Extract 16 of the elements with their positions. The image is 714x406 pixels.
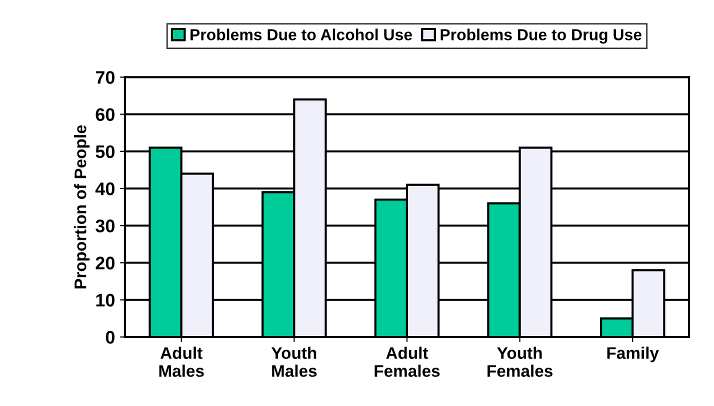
x-tick-label: Youth Males <box>271 346 317 377</box>
y-tick-label: 70 <box>96 71 114 84</box>
y-tick-label: 50 <box>96 145 114 158</box>
y-tick-label: 60 <box>96 108 114 121</box>
y-tick-label: 10 <box>96 294 114 307</box>
y-tick-label: 30 <box>96 220 114 232</box>
x-tick-label: Adult Males <box>159 346 204 377</box>
legend-label: Problems Due to Alcohol Use <box>190 28 412 40</box>
y-tick-label: 0 <box>106 330 114 344</box>
x-tick-label: Adult Females <box>374 346 440 377</box>
x-tick-label: Youth Females <box>488 346 552 377</box>
legend-label: Problems Due to Drug Use <box>440 28 642 44</box>
x-tick-label: Family <box>607 346 659 362</box>
y-tick-label: 40 <box>95 182 114 196</box>
y-axis-title: Proportion of People <box>74 125 90 288</box>
y-tick-label: 20 <box>96 256 114 270</box>
